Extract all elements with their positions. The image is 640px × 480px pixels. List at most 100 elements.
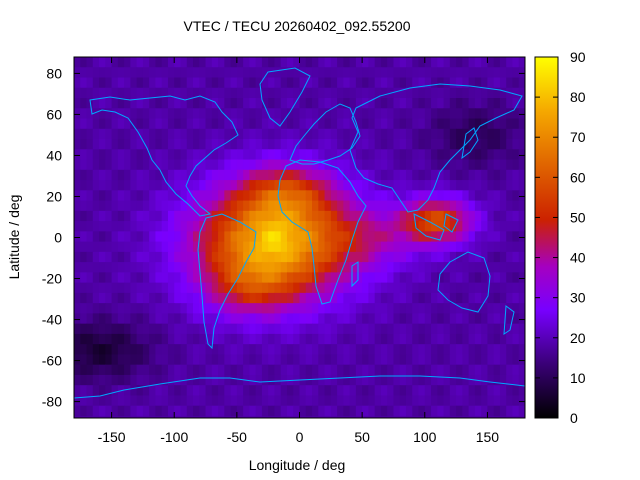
heatmap-cell bbox=[268, 344, 276, 356]
heatmap-cell bbox=[468, 200, 476, 212]
heatmap-cell bbox=[493, 77, 501, 89]
heatmap-cell bbox=[499, 200, 507, 212]
heatmap-cell bbox=[86, 344, 94, 356]
heatmap-cell bbox=[405, 98, 413, 109]
heatmap-cell bbox=[268, 108, 276, 120]
heatmap-cell bbox=[380, 98, 388, 109]
heatmap-cell bbox=[424, 251, 432, 263]
heatmap-cell bbox=[111, 272, 119, 284]
heatmap-cell bbox=[437, 128, 445, 140]
heatmap-cell bbox=[393, 251, 401, 263]
heatmap-cell bbox=[224, 67, 232, 79]
heatmap-cell bbox=[86, 272, 94, 284]
heatmap-cell bbox=[193, 128, 200, 140]
heatmap-cell bbox=[205, 364, 213, 376]
heatmap-cell bbox=[312, 128, 319, 140]
heatmap-cell bbox=[362, 272, 369, 284]
heatmap-cell bbox=[418, 405, 426, 417]
heatmap-cell bbox=[324, 323, 332, 335]
heatmap-cell bbox=[142, 303, 150, 314]
heatmap-cell bbox=[211, 221, 219, 232]
heatmap-cell bbox=[149, 241, 157, 253]
heatmap-cell bbox=[393, 87, 401, 99]
heatmap-cell bbox=[443, 57, 451, 68]
heatmap-cell bbox=[456, 323, 463, 335]
heatmap-cell bbox=[117, 364, 125, 376]
heatmap-cell bbox=[305, 190, 313, 202]
heatmap-cell bbox=[92, 241, 100, 253]
heatmap-cell bbox=[149, 180, 157, 191]
heatmap-cell bbox=[474, 180, 482, 191]
heatmap-cell bbox=[286, 77, 294, 89]
heatmap-cell bbox=[111, 87, 119, 99]
heatmap-cell bbox=[99, 77, 106, 89]
heatmap-cell bbox=[424, 385, 432, 397]
heatmap-cell bbox=[362, 108, 369, 120]
heatmap-cell bbox=[405, 395, 413, 407]
heatmap-cell bbox=[499, 251, 507, 263]
heatmap-cell bbox=[343, 57, 351, 68]
heatmap-cell bbox=[506, 108, 514, 120]
heatmap-cell bbox=[130, 344, 138, 356]
heatmap-cell bbox=[380, 241, 388, 253]
heatmap-cell bbox=[268, 354, 276, 366]
heatmap-cell bbox=[224, 139, 232, 150]
heatmap-cell bbox=[355, 395, 363, 407]
heatmap-cell bbox=[412, 251, 420, 263]
heatmap-cell bbox=[268, 169, 276, 181]
heatmap-cell bbox=[243, 385, 250, 397]
heatmap-cell bbox=[355, 344, 363, 356]
heatmap-cell bbox=[136, 169, 144, 181]
heatmap-cell bbox=[462, 313, 470, 325]
heatmap-cell bbox=[318, 180, 326, 191]
heatmap-cell bbox=[155, 292, 163, 304]
heatmap-cell bbox=[211, 118, 219, 130]
heatmap-cell bbox=[86, 118, 94, 130]
heatmap-cell bbox=[368, 313, 376, 325]
heatmap-cell bbox=[249, 231, 257, 243]
heatmap-cell bbox=[456, 128, 463, 140]
heatmap-cell bbox=[518, 87, 525, 99]
heatmap-cell bbox=[80, 87, 88, 99]
heatmap-cell bbox=[280, 190, 288, 202]
heatmap-cell bbox=[343, 292, 351, 304]
heatmap-cell bbox=[167, 57, 175, 68]
heatmap-cell bbox=[499, 344, 507, 356]
heatmap-cell bbox=[493, 415, 501, 418]
heatmap-cell bbox=[380, 251, 388, 263]
heatmap-cell bbox=[218, 221, 225, 232]
heatmap-cell bbox=[268, 159, 276, 171]
heatmap-cell bbox=[387, 395, 395, 407]
heatmap-cell bbox=[180, 313, 188, 325]
heatmap-cell bbox=[99, 415, 106, 418]
heatmap-cell bbox=[80, 354, 88, 366]
heatmap-cell bbox=[174, 210, 182, 222]
heatmap-cell bbox=[74, 190, 81, 202]
heatmap-cell bbox=[268, 221, 276, 232]
heatmap-cell bbox=[449, 231, 457, 243]
heatmap-cell bbox=[142, 323, 150, 335]
heatmap-cell bbox=[274, 210, 282, 222]
heatmap-cell bbox=[431, 354, 438, 366]
heatmap-cell bbox=[274, 303, 282, 314]
heatmap-cell bbox=[111, 67, 119, 79]
heatmap-cell bbox=[387, 221, 395, 232]
heatmap-cell bbox=[312, 67, 319, 79]
heatmap-cell bbox=[512, 385, 520, 397]
heatmap-cell bbox=[518, 292, 525, 304]
heatmap-cell bbox=[474, 303, 482, 314]
heatmap-cell bbox=[92, 221, 100, 232]
heatmap-cell bbox=[142, 108, 150, 120]
heatmap-cell bbox=[312, 108, 319, 120]
heatmap-cell bbox=[349, 128, 357, 140]
heatmap-cell bbox=[512, 241, 520, 253]
heatmap-cell bbox=[499, 128, 507, 140]
heatmap-cell bbox=[512, 323, 520, 335]
heatmap-cell bbox=[274, 272, 282, 284]
heatmap-cell bbox=[224, 282, 232, 294]
heatmap-cell bbox=[462, 169, 470, 181]
heatmap-cell bbox=[155, 87, 163, 99]
heatmap-cell bbox=[305, 415, 313, 418]
heatmap-cell bbox=[499, 67, 507, 79]
heatmap-cell bbox=[280, 118, 288, 130]
